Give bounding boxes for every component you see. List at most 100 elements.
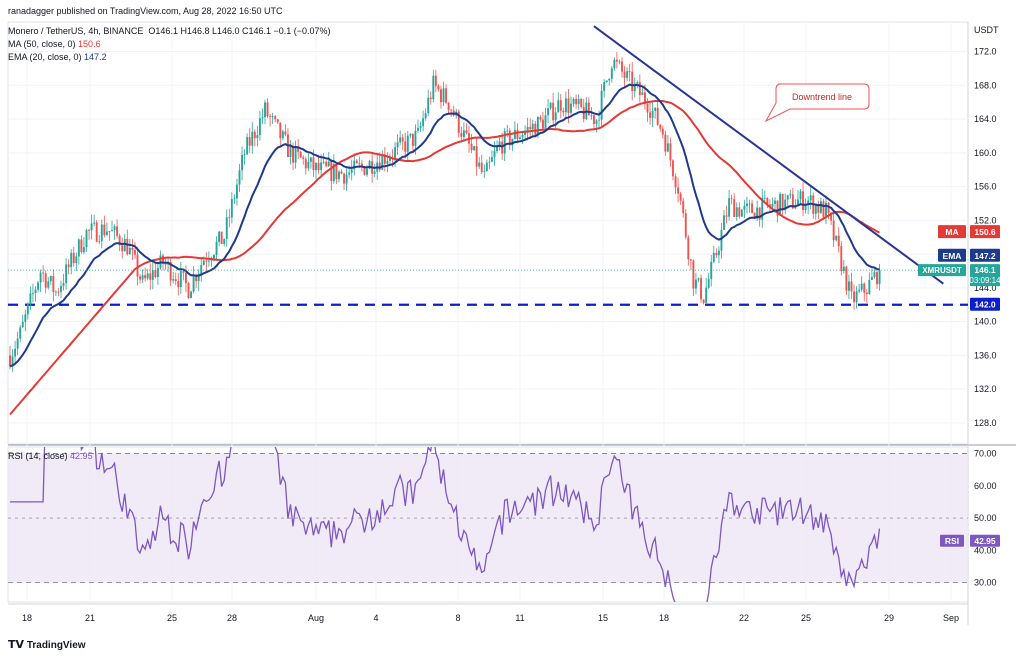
candle-body-up <box>825 202 827 218</box>
candle-body-down <box>450 109 453 111</box>
candle-body-down <box>169 261 172 281</box>
price-tick-label: 144.0 <box>974 283 997 293</box>
price-tick-label: 128.0 <box>974 418 997 428</box>
candle-body-up <box>695 279 697 289</box>
candle-body-up <box>60 285 62 292</box>
candle-body-up <box>320 162 323 171</box>
candle-body-up <box>100 224 103 242</box>
candle-body-up <box>723 215 725 230</box>
candle-body-up <box>814 204 817 214</box>
candle-body-down <box>80 239 83 253</box>
candle-body-down <box>684 213 687 238</box>
candle-body-up <box>309 157 312 162</box>
candle-body-up <box>473 146 476 151</box>
candle-body-up <box>608 78 611 81</box>
candle-body-up <box>557 100 560 113</box>
candle-body-down <box>220 231 223 244</box>
candle-body-down <box>827 202 830 214</box>
candle-body-down <box>88 230 90 231</box>
candle-body-up <box>123 238 126 252</box>
candle-body-down <box>126 238 129 255</box>
candle-body-up <box>146 273 149 279</box>
time-tick-label: 15 <box>598 613 608 623</box>
candle-body-down <box>411 133 414 146</box>
candle-body-down <box>445 88 447 103</box>
rsi-line <box>10 447 881 602</box>
candle-body-up <box>338 171 340 180</box>
candle-body-up <box>605 80 608 83</box>
price-tick-label: 136.0 <box>974 350 997 360</box>
candle-body-up <box>868 279 871 295</box>
candle-body-down <box>57 291 60 293</box>
candle-body-up <box>600 90 603 120</box>
ema-price-badge: EMA 147.2 <box>938 248 1000 262</box>
candle-body-down <box>631 71 634 92</box>
candle-body-up <box>256 135 259 139</box>
candle-body-up <box>179 271 182 288</box>
time-tick-label: Aug <box>308 613 324 623</box>
ma-price-badge-value: 150.6 <box>974 227 996 237</box>
candle-body-up <box>442 88 445 103</box>
candle-body-up <box>878 270 881 285</box>
tradingview-logo[interactable]: 𝗧𝗩 TradingView <box>8 639 86 651</box>
candle-body-up <box>332 164 335 182</box>
candle-body-up <box>870 277 873 280</box>
candle-body-up <box>544 115 547 129</box>
candle-body-up <box>761 197 764 220</box>
candle-body-up <box>24 314 27 322</box>
candle-body-down <box>44 273 47 288</box>
candle-body-down <box>72 252 75 264</box>
candle-body-up <box>848 281 850 291</box>
candle-body-down <box>358 163 361 164</box>
candle-body-down <box>615 59 618 62</box>
candle-body-up <box>855 291 858 303</box>
last-price-badge: XMRUSDT 146.103:09:14 <box>918 264 1001 287</box>
candle-body-up <box>202 260 205 265</box>
candle-body-down <box>850 281 853 292</box>
price-tick-label: 140.0 <box>974 317 997 327</box>
candle-body-up <box>564 98 567 113</box>
ema-legend[interactable]: EMA (20, close, 0) 147.2 <box>8 52 107 62</box>
candle-body-down <box>284 131 287 135</box>
candle-body-down <box>363 166 366 175</box>
last-symbol-tag <box>918 264 966 277</box>
candle-body-down <box>266 102 269 117</box>
candle-body-up <box>315 163 317 171</box>
candle-body-down <box>776 200 779 216</box>
candle-body-down <box>853 291 855 303</box>
candle-body-up <box>264 102 266 118</box>
candle-body-up <box>246 137 249 155</box>
candle-body-up <box>373 171 376 174</box>
price-tick-label: 164.0 <box>974 114 997 124</box>
ma-legend[interactable]: MA (50, close, 0) 150.6 <box>8 39 101 49</box>
downtrend-annotation: Downtrend line <box>764 83 870 123</box>
candle-body-down <box>9 355 11 367</box>
time-tick-label: 25 <box>167 613 177 623</box>
price-tick-label: 172.0 <box>974 47 997 57</box>
candle-body-up <box>432 75 435 100</box>
candle-body-down <box>174 279 177 281</box>
candle-body-down <box>649 112 651 118</box>
time-tick-label: Sep <box>943 613 959 623</box>
candle-body-down <box>292 145 294 163</box>
candle-body-up <box>75 256 78 264</box>
rsi-legend[interactable]: RSI (14, close) 42.95 <box>8 451 93 461</box>
candle-body-up <box>261 117 264 119</box>
candle-body-down <box>378 162 381 170</box>
candle-body-down <box>460 132 463 137</box>
candle-body-down <box>144 275 147 279</box>
candle-body-down <box>118 235 121 246</box>
candle-body-up <box>399 137 402 143</box>
candle-body-up <box>771 204 774 208</box>
candle-body-up <box>705 287 708 303</box>
candle-body-down <box>840 246 843 272</box>
candle-body-down <box>355 160 358 164</box>
rsi-badge-tag-text: RSI <box>945 536 959 546</box>
support-price-badge-value: 142.0 <box>974 300 996 310</box>
candle-body-down <box>437 85 440 90</box>
symbol-title[interactable]: Monero / TetherUS, 4h, BINANCE <box>8 26 144 36</box>
candle-body-down <box>638 82 641 96</box>
candle-body-up <box>536 117 539 136</box>
tradingview-logo-icon: 𝗧𝗩 <box>8 639 25 651</box>
